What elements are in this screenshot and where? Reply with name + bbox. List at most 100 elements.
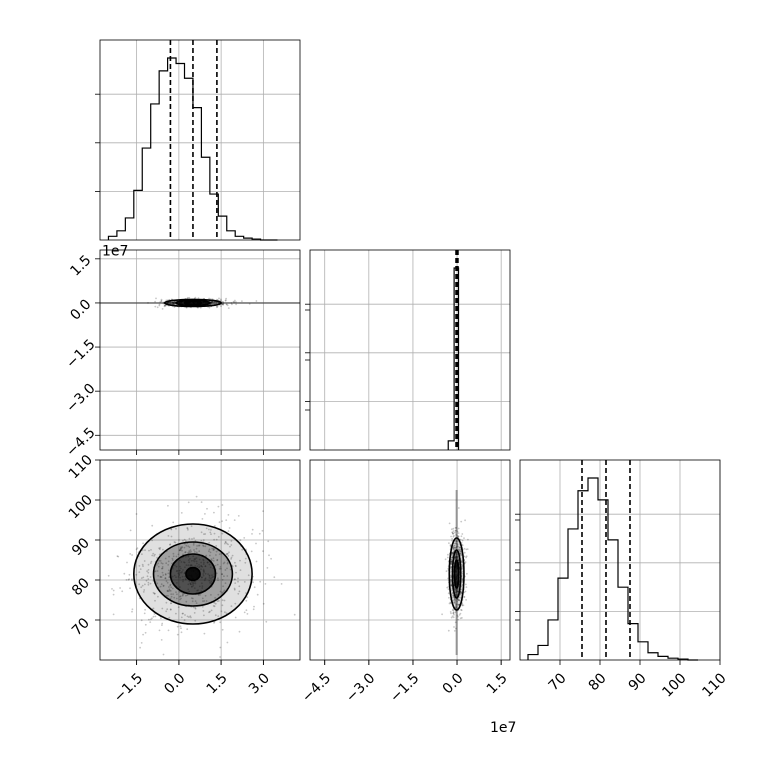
- sample-point: [234, 564, 237, 567]
- sample-point: [456, 600, 458, 603]
- sample-point: [167, 572, 170, 575]
- sample-point: [459, 550, 462, 553]
- sample-point: [268, 554, 270, 557]
- sample-point: [451, 539, 453, 542]
- sample-point: [227, 307, 230, 309]
- sample-point: [222, 591, 225, 593]
- sample-point: [455, 606, 457, 609]
- sample-point: [195, 602, 198, 604]
- sample-point: [119, 587, 121, 589]
- sample-point: [454, 556, 457, 559]
- panel-frame-2-1: [309, 459, 511, 661]
- sample-point: [218, 567, 221, 570]
- sample-point: [161, 622, 164, 625]
- sample-point: [164, 304, 167, 307]
- sample-point: [202, 301, 205, 304]
- sample-point: [233, 587, 236, 590]
- sample-point: [202, 301, 205, 304]
- sample-point: [461, 533, 464, 535]
- sample-point: [170, 527, 173, 530]
- sample-point: [247, 574, 250, 577]
- sample-point: [226, 552, 229, 555]
- sample-point: [202, 544, 204, 547]
- sample-point: [139, 568, 142, 570]
- sample-point: [210, 609, 213, 612]
- sample-point: [224, 299, 227, 301]
- sample-point: [456, 555, 459, 558]
- contour-0: [163, 298, 222, 308]
- x-tick-label-0-1: 0.0: [161, 670, 188, 697]
- contour-1: [152, 541, 234, 607]
- sample-point: [202, 302, 205, 305]
- sample-point: [201, 597, 204, 600]
- sample-point: [173, 596, 176, 599]
- sample-point: [465, 599, 467, 601]
- sample-point: [466, 572, 468, 575]
- sample-point: [216, 600, 219, 603]
- sample-point: [156, 564, 158, 566]
- sample-point: [175, 555, 178, 558]
- sample-point: [455, 591, 458, 593]
- contour-0: [448, 537, 465, 611]
- sample-point: [221, 591, 224, 594]
- sample-point: [453, 613, 455, 616]
- sample-point: [154, 553, 156, 556]
- sample-point: [253, 605, 255, 608]
- sample-point: [219, 646, 222, 649]
- x-tick-label-0-2: 1.5: [204, 670, 231, 697]
- sample-point: [450, 563, 452, 565]
- sample-point: [188, 296, 191, 299]
- y-tick-label-2-3: 100: [66, 492, 96, 522]
- sample-point: [456, 530, 459, 533]
- sample-point: [153, 613, 156, 615]
- sample-point: [184, 551, 187, 554]
- sample-point: [214, 564, 217, 567]
- sample-point: [220, 299, 222, 302]
- sample-point: [161, 562, 164, 565]
- sample-point: [157, 575, 160, 577]
- sample-point: [450, 566, 452, 568]
- sample-point: [153, 555, 156, 557]
- sample-point: [233, 588, 236, 591]
- sample-point: [227, 530, 230, 532]
- sample-point: [146, 575, 149, 578]
- sample-point: [160, 576, 163, 578]
- sample-point: [223, 561, 226, 564]
- sample-point: [261, 529, 264, 532]
- sample-point: [451, 615, 454, 618]
- sample-point: [222, 303, 225, 305]
- sample-point: [460, 563, 463, 566]
- sample-point: [129, 529, 132, 532]
- sample-point: [203, 302, 206, 304]
- sample-point: [161, 566, 164, 568]
- sample-point: [452, 551, 454, 554]
- sample-point: [210, 558, 213, 560]
- sample-point: [154, 300, 157, 303]
- sample-point: [143, 560, 146, 562]
- sample-point: [213, 602, 216, 604]
- sample-point: [239, 539, 242, 541]
- sample-point: [161, 607, 164, 610]
- sample-point: [241, 548, 244, 551]
- sample-point: [213, 511, 215, 514]
- sample-point: [215, 302, 218, 304]
- sample-point: [164, 557, 167, 560]
- sample-point: [224, 569, 227, 571]
- sample-point: [451, 589, 453, 592]
- sample-point: [461, 581, 464, 584]
- sample-point: [227, 561, 229, 564]
- sample-point: [450, 576, 452, 579]
- sample-point: [449, 601, 452, 604]
- sample-point: [131, 578, 133, 581]
- sample-point: [211, 300, 214, 303]
- sample-point: [181, 592, 184, 595]
- sample-point: [153, 592, 156, 595]
- sample-point: [162, 585, 165, 587]
- sample-point: [243, 581, 246, 583]
- sample-point: [218, 553, 221, 556]
- sample-point: [252, 608, 255, 611]
- sample-point: [456, 589, 459, 591]
- sample-point: [131, 610, 133, 613]
- sample-point: [230, 605, 233, 607]
- sample-point: [217, 536, 220, 538]
